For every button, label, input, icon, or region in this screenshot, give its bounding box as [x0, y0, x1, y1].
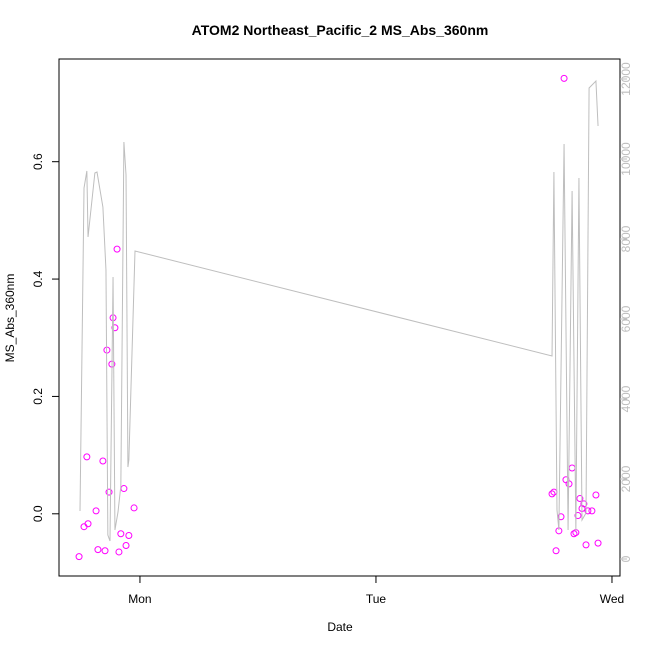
y2-tick-label: 4000	[619, 385, 633, 412]
x-tick-label: Mon	[128, 592, 151, 606]
chart-title: ATOM2 Northeast_Pacific_2 MS_Abs_360nm	[192, 22, 489, 38]
data-point	[122, 541, 130, 549]
data-point	[576, 495, 584, 503]
data-point	[115, 548, 123, 556]
y-tick-label: 0.6	[31, 153, 45, 170]
data-point	[588, 507, 596, 515]
data-point	[99, 457, 107, 465]
data-point	[584, 507, 592, 515]
x-tick-label: Tue	[366, 592, 387, 606]
y2-tick-label: 0	[619, 555, 633, 562]
data-point	[582, 541, 590, 549]
data-point	[75, 553, 83, 561]
y-tick-label: 0.0	[31, 505, 45, 522]
y2-tick-label: 8000	[619, 225, 633, 252]
y-tick-label: 0.2	[31, 388, 45, 405]
data-point	[592, 491, 600, 499]
y2-tick-label: 6000	[619, 305, 633, 332]
data-point	[552, 547, 560, 555]
data-point	[117, 530, 125, 538]
y2-tick-label: 10000	[619, 142, 633, 176]
data-point	[568, 464, 576, 472]
data-point	[83, 453, 91, 461]
y2-tick-label: 12000	[619, 62, 633, 96]
data-point	[580, 500, 588, 508]
x-axis-label: Date	[327, 620, 353, 634]
data-point	[111, 324, 119, 332]
data-point	[80, 523, 88, 531]
y-axis-label: MS_Abs_360nm	[3, 274, 17, 363]
data-point	[113, 245, 121, 253]
data-point	[570, 530, 578, 538]
data-point	[105, 488, 113, 496]
data-point	[574, 512, 582, 520]
plot-frame	[58, 58, 621, 577]
data-point	[92, 507, 100, 515]
y2-tick-label: 2000	[619, 465, 633, 492]
data-point	[130, 504, 138, 512]
data-line	[79, 79, 599, 542]
data-point	[120, 485, 128, 493]
data-point	[560, 74, 568, 82]
data-point	[94, 546, 102, 554]
data-point	[594, 539, 602, 547]
y-tick-label: 0.4	[31, 270, 45, 287]
data-point	[548, 490, 556, 498]
data-point	[101, 547, 109, 555]
data-point	[125, 532, 133, 540]
x-tick-label: Wed	[600, 592, 624, 606]
data-point	[84, 520, 92, 528]
